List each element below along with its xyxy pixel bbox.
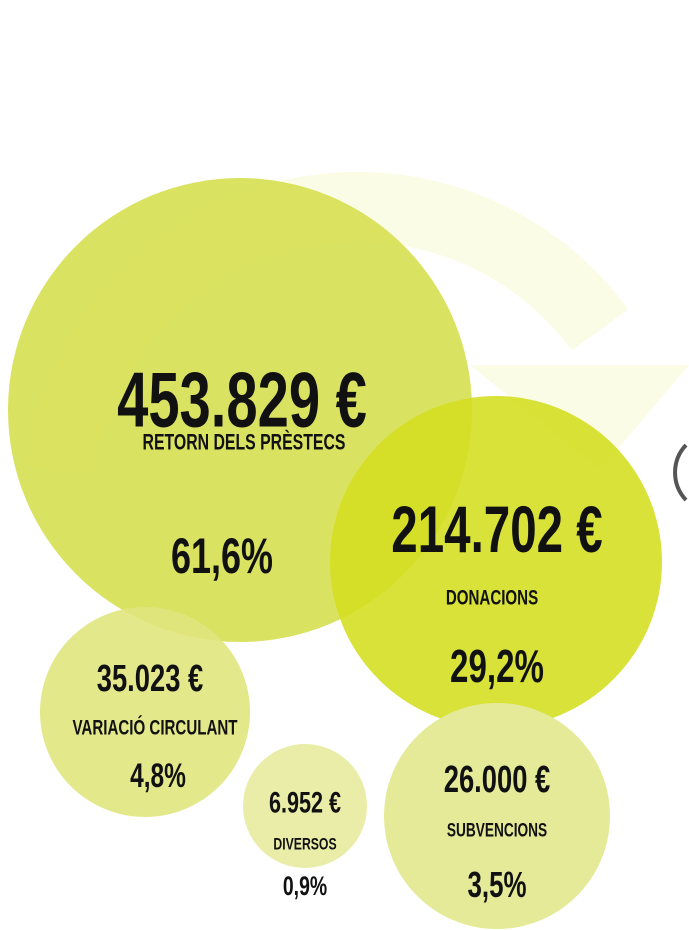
- bubble: [243, 744, 367, 868]
- edge-circle: [673, 443, 688, 502]
- label: DIVERSOS: [273, 836, 336, 854]
- bubble: [330, 396, 662, 728]
- amount: 35.023 €: [97, 658, 204, 700]
- amount: 453.829 €: [117, 356, 367, 443]
- percent: 61,6%: [171, 529, 273, 584]
- label: SUBVENCIONS: [447, 819, 547, 841]
- label: DONACIONS: [446, 585, 538, 609]
- percent: 29,2%: [450, 642, 544, 692]
- bubble: [40, 607, 250, 817]
- arrow-head: [470, 365, 689, 470]
- label: VARIACIÓ CIRCULANT: [72, 715, 237, 739]
- bubble: [384, 703, 610, 929]
- percent: 0,9%: [283, 871, 327, 901]
- label: RETORN DELS PRÈSTECS: [143, 430, 346, 455]
- amount: 214.702 €: [391, 493, 602, 566]
- percent: 4,8%: [130, 757, 186, 795]
- amount: 26.000 €: [444, 759, 551, 801]
- percent: 3,5%: [467, 865, 526, 905]
- amount: 6.952 €: [269, 785, 341, 819]
